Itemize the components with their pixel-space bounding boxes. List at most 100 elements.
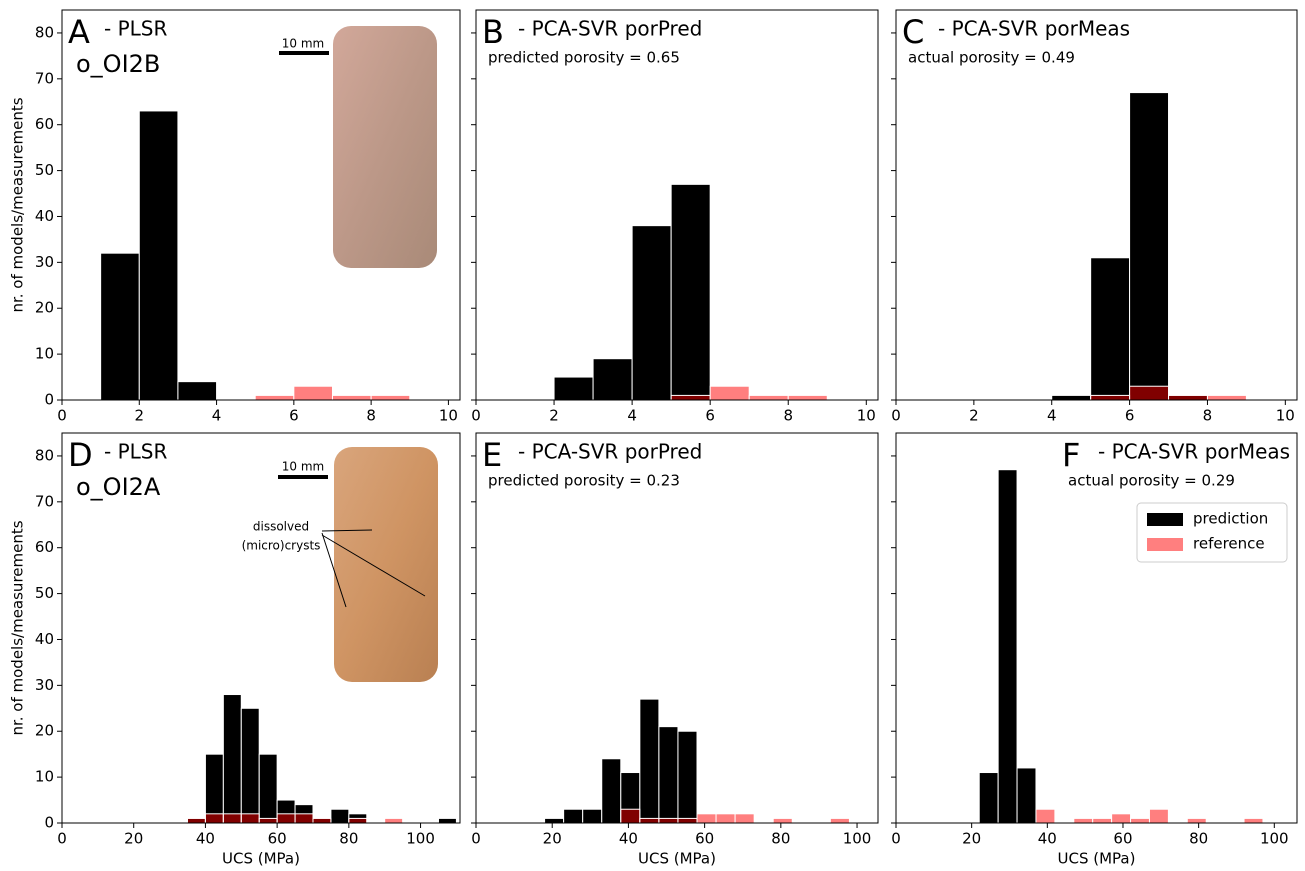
x-axis-label: UCS (MPa) bbox=[1058, 850, 1136, 868]
x-tick-label: 40 bbox=[1038, 830, 1057, 848]
axes-frame bbox=[896, 433, 1297, 823]
bar bbox=[659, 818, 678, 823]
bar bbox=[1207, 395, 1246, 400]
y-tick-label: 60 bbox=[35, 115, 54, 133]
x-tick-label: 10 bbox=[439, 407, 458, 425]
y-tick-label: 0 bbox=[44, 814, 54, 832]
x-axis-label: UCS (MPa) bbox=[222, 850, 300, 868]
bar bbox=[1244, 818, 1263, 823]
bar bbox=[1149, 809, 1168, 823]
bar bbox=[640, 818, 659, 823]
x-tick-label: 10 bbox=[1276, 407, 1295, 425]
y-tick-label: 40 bbox=[35, 630, 54, 648]
x-tick-label: 8 bbox=[366, 407, 376, 425]
y-tick-label: 40 bbox=[35, 207, 54, 225]
panel-title: - PCA-SVR porMeas bbox=[938, 17, 1130, 41]
legend-swatch bbox=[1147, 513, 1183, 526]
y-tick-label: 20 bbox=[35, 299, 54, 317]
scale-label: 10 mm bbox=[282, 460, 324, 474]
bar bbox=[1052, 395, 1091, 400]
x-tick-label: 100 bbox=[843, 830, 872, 848]
x-tick-label: 6 bbox=[289, 407, 299, 425]
panel-title: - PCA-SVR porMeas bbox=[1098, 440, 1290, 464]
y-axis-label: nr. of models/measurements bbox=[9, 97, 27, 312]
x-tick-label: 60 bbox=[695, 830, 714, 848]
bar bbox=[716, 814, 735, 823]
x-tick-label: 0 bbox=[891, 830, 901, 848]
bar bbox=[788, 395, 827, 400]
subtitle: predicted porosity = 0.23 bbox=[488, 472, 680, 490]
y-tick-label: 30 bbox=[35, 253, 54, 271]
bar bbox=[1130, 93, 1169, 400]
legend-swatch bbox=[1147, 538, 1183, 551]
subtitle: predicted porosity = 0.65 bbox=[488, 49, 680, 67]
x-tick-label: 60 bbox=[268, 830, 287, 848]
y-tick-label: 50 bbox=[35, 584, 54, 602]
x-tick-label: 80 bbox=[339, 830, 358, 848]
y-tick-label: 80 bbox=[35, 23, 54, 41]
bar bbox=[979, 773, 998, 823]
bar bbox=[205, 814, 223, 823]
x-tick-label: 20 bbox=[962, 830, 981, 848]
bar bbox=[205, 754, 223, 823]
annotation: dissolved bbox=[253, 520, 309, 534]
x-tick-label: 80 bbox=[771, 830, 790, 848]
bar bbox=[1036, 809, 1055, 823]
bar bbox=[671, 395, 710, 400]
y-tick-label: 70 bbox=[35, 69, 54, 87]
bar bbox=[697, 814, 716, 823]
bar bbox=[678, 731, 697, 823]
x-tick-label: 80 bbox=[1189, 830, 1208, 848]
x-tick-label: 4 bbox=[627, 407, 637, 425]
bar bbox=[749, 395, 788, 400]
bar bbox=[295, 814, 313, 823]
bar bbox=[1112, 814, 1131, 823]
figure: 10 mm 10 mm dissolved (micro)crysts 0 2 4 6… bbox=[0, 0, 1305, 871]
bar bbox=[385, 818, 403, 823]
x-tick-label: 100 bbox=[1260, 830, 1289, 848]
panel-title: - PLSR bbox=[104, 440, 167, 464]
bar bbox=[223, 814, 241, 823]
x-tick-label: 0 bbox=[891, 407, 901, 425]
panel-letter: A bbox=[68, 13, 90, 51]
bar bbox=[241, 814, 259, 823]
bar bbox=[255, 395, 294, 400]
bar bbox=[1187, 818, 1206, 823]
x-tick-label: 0 bbox=[471, 830, 481, 848]
bar bbox=[187, 818, 205, 823]
x-tick-label: 6 bbox=[1125, 407, 1135, 425]
legend-label: prediction bbox=[1193, 510, 1268, 528]
x-tick-label: 2 bbox=[549, 407, 559, 425]
panel-letter: C bbox=[902, 13, 924, 51]
plot-area bbox=[187, 695, 456, 823]
scale-label: 10 mm bbox=[282, 37, 324, 51]
bar bbox=[277, 814, 295, 823]
annotation: (micro)crysts bbox=[242, 539, 321, 553]
panel-title: - PCA-SVR porPred bbox=[518, 17, 702, 41]
bar bbox=[313, 818, 331, 823]
bar bbox=[1017, 768, 1036, 823]
y-tick-label: 10 bbox=[35, 768, 54, 786]
x-tick-label: 60 bbox=[1113, 830, 1132, 848]
plot-area bbox=[554, 184, 827, 400]
core-photo bbox=[333, 26, 437, 268]
bar bbox=[1093, 818, 1112, 823]
bar bbox=[1074, 818, 1093, 823]
bar bbox=[259, 754, 277, 823]
x-tick-label: 100 bbox=[406, 830, 435, 848]
bar bbox=[178, 382, 217, 400]
y-tick-label: 20 bbox=[35, 722, 54, 740]
bar bbox=[710, 386, 749, 400]
bar bbox=[1091, 395, 1130, 400]
x-tick-label: 0 bbox=[471, 407, 481, 425]
x-tick-label: 4 bbox=[212, 407, 222, 425]
subtitle: actual porosity = 0.49 bbox=[908, 49, 1075, 67]
bar bbox=[621, 809, 640, 823]
x-tick-label: 40 bbox=[196, 830, 215, 848]
panel-letter: D bbox=[68, 436, 93, 474]
bar bbox=[241, 708, 259, 823]
legend-label: reference bbox=[1193, 535, 1265, 553]
core-photo bbox=[334, 447, 438, 682]
subtitle: actual porosity = 0.29 bbox=[1068, 472, 1235, 490]
bar bbox=[332, 395, 371, 400]
